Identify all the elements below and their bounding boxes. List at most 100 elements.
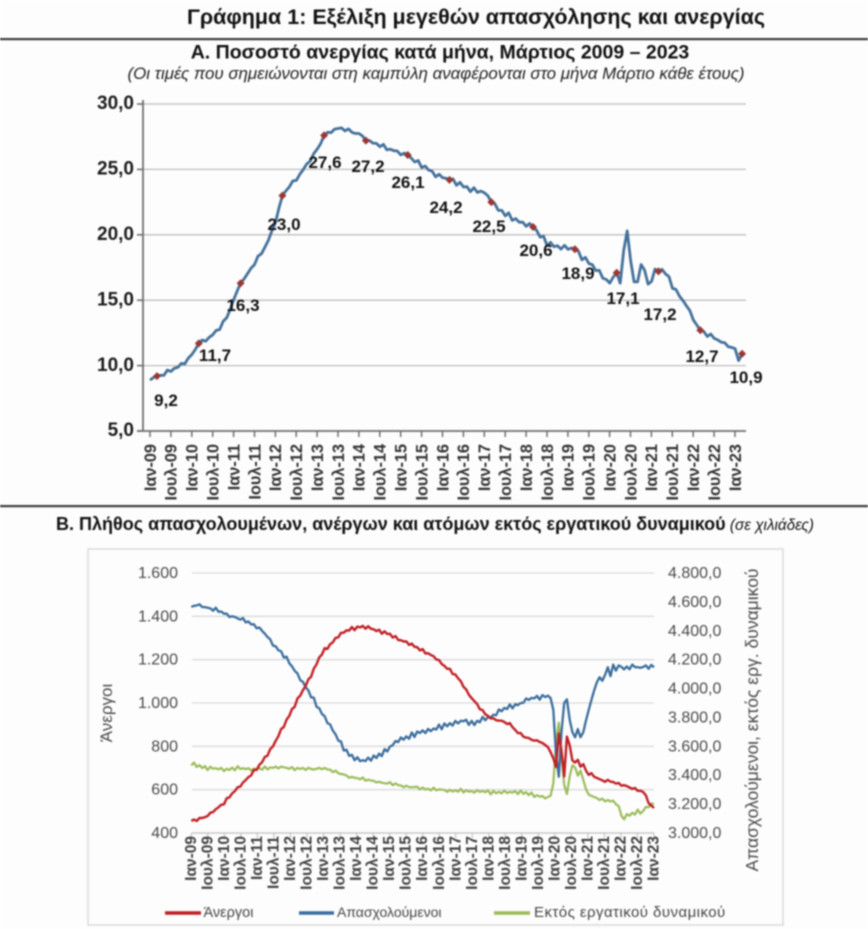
- svg-text:Ιουλ-22: Ιουλ-22: [706, 444, 724, 501]
- svg-text:Ιουλ-17: Ιουλ-17: [464, 836, 481, 890]
- svg-text:Ιαν-17: Ιαν-17: [476, 444, 494, 491]
- svg-text:9,2: 9,2: [154, 391, 178, 410]
- svg-text:Άνεργοι: Άνεργοι: [204, 905, 254, 921]
- svg-text:Ιουλ-19: Ιουλ-19: [530, 836, 547, 890]
- svg-text:400: 400: [151, 825, 178, 842]
- svg-text:Ιουλ-15: Ιουλ-15: [413, 444, 431, 501]
- svg-text:27,6: 27,6: [308, 153, 341, 172]
- svg-text:Ιαν-18: Ιαν-18: [518, 444, 536, 491]
- svg-text:3.400,0: 3.400,0: [668, 767, 721, 784]
- svg-text:4.200,0: 4.200,0: [668, 652, 721, 669]
- svg-text:16,3: 16,3: [226, 296, 259, 315]
- svg-text:10,9: 10,9: [729, 368, 762, 387]
- svg-text:Ιαν-14: Ιαν-14: [348, 836, 365, 881]
- svg-text:Ιαν-23: Ιαν-23: [727, 444, 745, 491]
- svg-text:Άνεργοι: Άνεργοι: [97, 684, 116, 743]
- svg-text:Ιουλ-18: Ιουλ-18: [497, 836, 514, 890]
- svg-text:Ιαν-10: Ιαν-10: [184, 444, 202, 491]
- svg-text:Ιαν-09: Ιαν-09: [142, 444, 160, 491]
- svg-text:Ιαν-11: Ιαν-11: [249, 836, 266, 880]
- svg-text:3.200,0: 3.200,0: [668, 796, 721, 813]
- svg-text:Ιουλ-19: Ιουλ-19: [581, 444, 599, 501]
- svg-text:10,0: 10,0: [97, 355, 134, 376]
- svg-text:Ιουλ-17: Ιουλ-17: [497, 444, 515, 501]
- svg-text:Ιουλ-09: Ιουλ-09: [163, 444, 181, 501]
- svg-text:4.400,0: 4.400,0: [668, 623, 721, 640]
- svg-text:Ιαν-23: Ιαν-23: [646, 836, 663, 881]
- svg-text:Ιουλ-10: Ιουλ-10: [233, 836, 250, 890]
- svg-text:Ιαν-19: Ιαν-19: [513, 836, 530, 881]
- svg-text:Ιαν-18: Ιαν-18: [480, 836, 497, 881]
- svg-text:1.200: 1.200: [138, 652, 178, 669]
- svg-text:Ιουλ-14: Ιουλ-14: [365, 836, 382, 890]
- svg-text:Ιουλ-15: Ιουλ-15: [398, 836, 415, 890]
- svg-text:Ιουλ-20: Ιουλ-20: [622, 444, 640, 501]
- svg-text:Ιουλ-09: Ιουλ-09: [199, 836, 216, 890]
- svg-text:4.800,0: 4.800,0: [668, 565, 721, 582]
- svg-text:Ιαν-12: Ιαν-12: [282, 836, 299, 881]
- svg-text:Ιουλ-16: Ιουλ-16: [431, 836, 448, 890]
- svg-text:Ιαν-11: Ιαν-11: [225, 444, 243, 490]
- svg-text:17,2: 17,2: [643, 305, 676, 324]
- svg-text:11,7: 11,7: [199, 346, 231, 365]
- svg-text:Β. Πλήθος απασχολουμένων, ανέρ: Β. Πλήθος απασχολουμένων, ανέργων και ατ…: [56, 514, 814, 534]
- svg-text:Ιαν-10: Ιαν-10: [216, 836, 233, 881]
- svg-text:25,0: 25,0: [97, 159, 134, 180]
- svg-text:4.000,0: 4.000,0: [668, 681, 721, 698]
- svg-text:Γράφημα 1: Εξέλιξη μεγεθών απα: Γράφημα 1: Εξέλιξη μεγεθών απασχόλησης κ…: [187, 5, 765, 29]
- svg-text:5,0: 5,0: [108, 420, 134, 441]
- svg-text:Ιουλ-21: Ιουλ-21: [664, 444, 682, 501]
- svg-text:Α. Ποσοστό ανεργίας κατά μήνα,: Α. Ποσοστό ανεργίας κατά μήνα, Μάρτιος 2…: [191, 42, 690, 64]
- svg-text:Εκτός εργατικού δυναμικού: Εκτός εργατικού δυναμικού: [534, 904, 726, 921]
- svg-text:Ιαν-20: Ιαν-20: [546, 836, 563, 881]
- svg-text:600: 600: [151, 782, 178, 799]
- svg-text:Ιουλ-12: Ιουλ-12: [288, 444, 306, 501]
- svg-text:Ιουλ-20: Ιουλ-20: [563, 836, 580, 890]
- svg-text:Ιαν-15: Ιαν-15: [381, 836, 398, 881]
- svg-text:1.000: 1.000: [138, 695, 178, 712]
- svg-text:800: 800: [151, 738, 178, 755]
- svg-text:Ιουλ-16: Ιουλ-16: [455, 444, 473, 501]
- svg-text:Ιουλ-10: Ιουλ-10: [205, 444, 223, 501]
- svg-text:Ιουλ-14: Ιουλ-14: [372, 444, 390, 501]
- svg-text:23,0: 23,0: [267, 215, 300, 234]
- svg-text:4.600,0: 4.600,0: [668, 594, 721, 611]
- svg-text:20,6: 20,6: [519, 241, 552, 260]
- svg-text:(Οι τιμές που σημειώνονται στη: (Οι τιμές που σημειώνονται στη καμπύλη α…: [127, 64, 744, 83]
- svg-text:Ιαν-14: Ιαν-14: [351, 444, 369, 491]
- svg-text:Απασχολούμενοι: Απασχολούμενοι: [337, 904, 441, 920]
- svg-text:Ιουλ-21: Ιουλ-21: [596, 836, 613, 890]
- svg-text:Ιουλ-11: Ιουλ-11: [246, 444, 264, 500]
- svg-text:Ιουλ-18: Ιουλ-18: [539, 444, 557, 501]
- svg-text:Ιαν-22: Ιαν-22: [613, 836, 630, 881]
- svg-text:24,2: 24,2: [429, 198, 462, 217]
- svg-text:Ιαν-20: Ιαν-20: [601, 444, 619, 491]
- svg-text:Ιουλ-12: Ιουλ-12: [299, 836, 316, 890]
- svg-text:Ιαν-22: Ιαν-22: [685, 444, 703, 491]
- svg-text:Απασχολούμενοι, εκτός εργ. δυν: Απασχολούμενοι, εκτός εργ. δυναμικού: [742, 568, 762, 871]
- svg-text:12,7: 12,7: [685, 347, 718, 366]
- svg-text:26,1: 26,1: [391, 173, 424, 192]
- svg-text:1.400: 1.400: [138, 608, 178, 625]
- svg-text:17,1: 17,1: [606, 289, 639, 308]
- svg-text:22,5: 22,5: [472, 217, 505, 236]
- svg-text:20,0: 20,0: [97, 224, 134, 245]
- svg-text:Ιαν-19: Ιαν-19: [560, 444, 578, 491]
- svg-text:15,0: 15,0: [97, 289, 134, 310]
- svg-text:Ιαν-13: Ιαν-13: [315, 836, 332, 881]
- svg-text:Ιουλ-13: Ιουλ-13: [332, 836, 349, 890]
- svg-text:3.800,0: 3.800,0: [668, 709, 721, 726]
- svg-text:Ιαν-12: Ιαν-12: [267, 444, 285, 491]
- svg-text:Ιουλ-22: Ιουλ-22: [629, 836, 646, 890]
- svg-text:18,9: 18,9: [561, 264, 594, 283]
- svg-text:Ιαν-13: Ιαν-13: [309, 444, 327, 491]
- svg-text:Ιουλ-13: Ιουλ-13: [330, 444, 348, 501]
- svg-text:3.600,0: 3.600,0: [668, 738, 721, 755]
- svg-text:Ιαν-16: Ιαν-16: [414, 836, 431, 881]
- svg-text:Ιαν-21: Ιαν-21: [580, 836, 597, 881]
- svg-text:Ιαν-21: Ιαν-21: [643, 444, 661, 491]
- svg-text:Ιουλ-11: Ιουλ-11: [266, 836, 283, 889]
- svg-text:27,2: 27,2: [351, 157, 384, 176]
- svg-text:Ιαν-17: Ιαν-17: [447, 836, 464, 881]
- svg-text:3.000,0: 3.000,0: [668, 825, 721, 842]
